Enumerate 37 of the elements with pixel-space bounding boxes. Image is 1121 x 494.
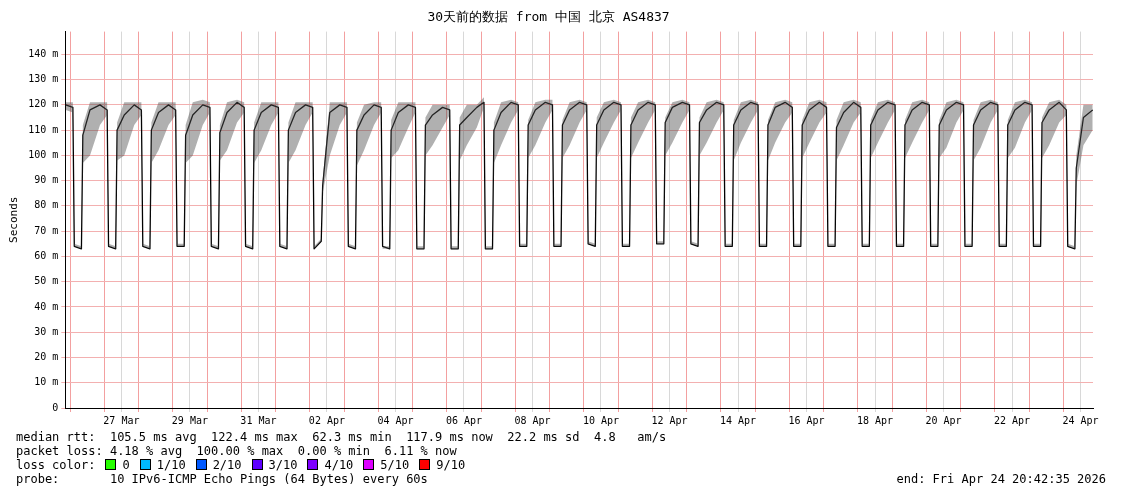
text: end: Fri Apr 24 20:42:35 2026: [896, 472, 1106, 486]
x-tick-label: 06 Apr: [445, 414, 483, 426]
x-tick-label: 12 Apr: [651, 414, 688, 426]
text: loss color: 0 1/10 2/10 3/10 4/10 5/10 9/10: [16, 458, 466, 472]
y-tick-label: 120 m: [28, 98, 59, 110]
y-tick-label: 130 m: [28, 73, 59, 85]
x-tick-label: 02 Apr: [308, 414, 345, 426]
text: probe: 10 IPv6-ICMP Echo Pings (64 Bytes) every 60s: [16, 472, 428, 486]
y-tick-label: 20 m: [34, 351, 59, 363]
y-tick-label: 60 m: [34, 250, 59, 262]
y-tick-label: 0: [52, 401, 59, 413]
x-tick-label: 20 Apr: [925, 414, 962, 426]
x-tick-label: 22 Apr: [994, 414, 1031, 426]
chart-title: 30天前的数据 from 中国 北京 AS4837: [427, 9, 670, 25]
text: packet loss: 4.18 % avg 100.00 % max 0.00 % min 6.11 % now: [16, 444, 457, 458]
y-tick-label: 40 m: [34, 300, 59, 312]
y-tick-label: 140 m: [28, 47, 59, 59]
y-tick-label: 10 m: [34, 376, 59, 388]
x-tick-label: 24 Apr: [1062, 414, 1099, 426]
y-tick-label: 110 m: [28, 123, 59, 135]
text: median rtt: 105.5 ms avg 122.4 ms max 62.3 ms min 117.9 ms now 22.2 ms sd 4.8 am/s: [16, 430, 667, 444]
y-tick-label: 30 m: [34, 325, 59, 337]
x-tick-label: 08 Apr: [514, 414, 551, 426]
y-tick-label: 70 m: [34, 224, 59, 236]
x-tick-label: 10 Apr: [582, 414, 620, 426]
x-tick-label: 14 Apr: [719, 414, 757, 426]
x-tick-label: 29 Mar: [171, 414, 208, 426]
y-tick-label: 100 m: [28, 148, 59, 160]
x-tick-label: 31 Mar: [240, 414, 277, 426]
x-tick-label: 04 Apr: [377, 414, 414, 426]
y-axis-title: Seconds: [7, 196, 21, 243]
x-tick-label: 16 Apr: [788, 414, 825, 426]
x-tick-label: 18 Apr: [856, 414, 894, 426]
y-tick-label: 80 m: [34, 199, 59, 211]
y-tick-label: 90 m: [34, 174, 59, 186]
x-tick-label: 27 Mar: [103, 414, 140, 426]
y-tick-label: 50 m: [34, 275, 59, 287]
